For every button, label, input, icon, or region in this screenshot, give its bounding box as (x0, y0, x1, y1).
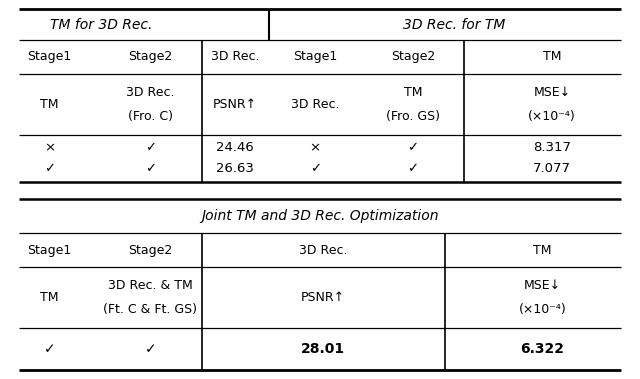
Text: (×10⁻⁴): (×10⁻⁴) (528, 110, 576, 123)
Text: Stage1: Stage1 (293, 50, 337, 63)
Text: ✓: ✓ (44, 342, 56, 356)
Text: Stage1: Stage1 (28, 244, 72, 257)
Text: Stage2: Stage2 (128, 244, 173, 257)
Text: ✓: ✓ (145, 342, 156, 356)
Text: 7.077: 7.077 (533, 162, 571, 175)
Text: 3D Rec. & TM: 3D Rec. & TM (108, 279, 193, 292)
Text: Stage1: Stage1 (28, 50, 72, 63)
Text: TM: TM (533, 244, 552, 257)
Text: TM: TM (40, 98, 59, 111)
Text: PSNR↑: PSNR↑ (301, 291, 345, 304)
Text: ×: × (310, 141, 321, 154)
Text: TM: TM (40, 291, 59, 304)
Text: (Ft. C & Ft. GS): (Ft. C & Ft. GS) (104, 303, 197, 316)
Text: 3D Rec.: 3D Rec. (291, 98, 339, 111)
Text: ✓: ✓ (145, 141, 156, 154)
Text: Joint TM and 3D Rec. Optimization: Joint TM and 3D Rec. Optimization (201, 209, 439, 223)
Text: TM for 3D Rec.: TM for 3D Rec. (50, 18, 152, 31)
Text: 6.322: 6.322 (520, 342, 564, 356)
Text: 28.01: 28.01 (301, 342, 345, 356)
Text: 3D Rec. for TM: 3D Rec. for TM (403, 18, 506, 31)
Text: ✓: ✓ (407, 162, 419, 175)
Text: 24.46: 24.46 (216, 141, 254, 154)
Text: 3D Rec.: 3D Rec. (126, 86, 175, 99)
Text: ✓: ✓ (407, 141, 419, 154)
Text: ×: × (44, 141, 55, 154)
Text: ✓: ✓ (310, 162, 321, 175)
Text: MSE↓: MSE↓ (533, 86, 571, 99)
Text: PSNR↑: PSNR↑ (213, 98, 257, 111)
Text: Stage2: Stage2 (390, 50, 435, 63)
Text: 3D Rec.: 3D Rec. (211, 50, 259, 63)
Text: ✓: ✓ (44, 162, 55, 175)
Text: (Fro. GS): (Fro. GS) (386, 110, 440, 123)
Text: MSE↓: MSE↓ (524, 279, 561, 292)
Text: ✓: ✓ (145, 162, 156, 175)
Text: (Fro. C): (Fro. C) (128, 110, 173, 123)
Text: 8.317: 8.317 (533, 141, 571, 154)
Text: 3D Rec.: 3D Rec. (299, 244, 348, 257)
Text: TM: TM (404, 86, 422, 99)
Text: 26.63: 26.63 (216, 162, 254, 175)
Text: Stage2: Stage2 (128, 50, 173, 63)
Text: (×10⁻⁴): (×10⁻⁴) (518, 303, 566, 316)
Text: TM: TM (543, 50, 561, 63)
